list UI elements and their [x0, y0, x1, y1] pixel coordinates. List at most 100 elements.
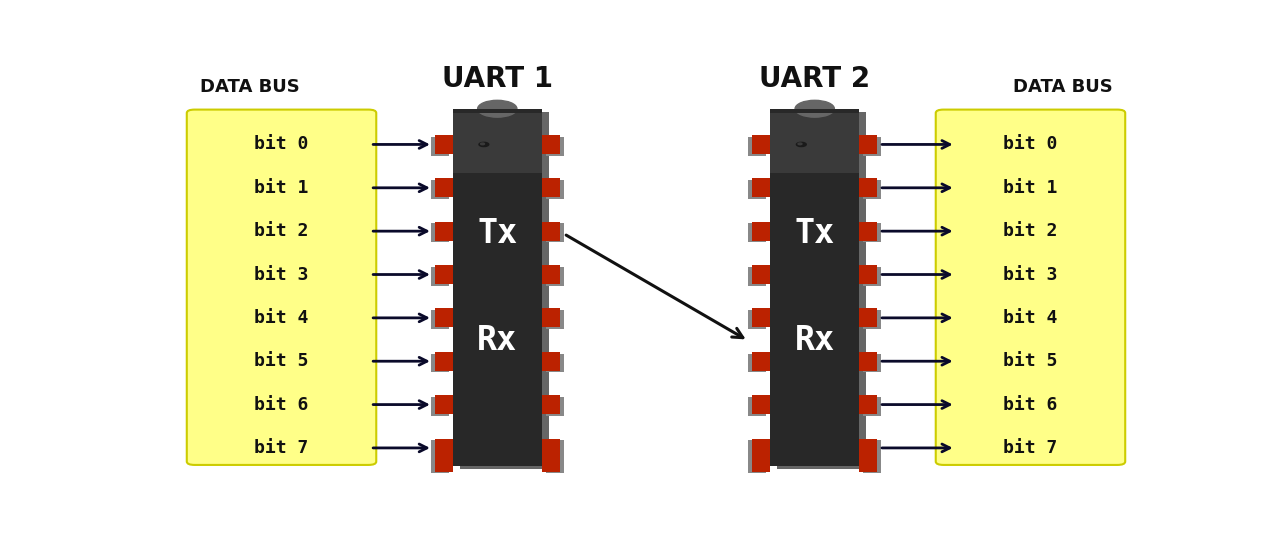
Bar	[545, 440, 563, 459]
Bar	[545, 454, 563, 473]
Bar	[541, 453, 559, 471]
Text: Tx: Tx	[477, 217, 517, 250]
Circle shape	[797, 143, 803, 145]
Bar	[863, 440, 881, 459]
Bar	[753, 178, 771, 197]
Bar	[453, 109, 541, 466]
FancyBboxPatch shape	[187, 110, 376, 465]
Bar	[431, 224, 449, 242]
Bar	[431, 137, 449, 156]
Bar	[771, 109, 859, 466]
Circle shape	[479, 142, 489, 146]
Bar	[541, 438, 559, 457]
Bar	[435, 135, 453, 154]
Text: bit 5: bit 5	[255, 352, 308, 370]
Text: bit 3: bit 3	[255, 266, 308, 284]
FancyBboxPatch shape	[936, 110, 1125, 465]
Text: bit 5: bit 5	[1004, 352, 1057, 370]
Bar	[771, 109, 859, 113]
Bar	[863, 353, 881, 372]
Bar	[431, 180, 449, 199]
Text: Rx: Rx	[795, 325, 835, 357]
Bar	[753, 135, 771, 154]
Text: bit 2: bit 2	[1004, 222, 1057, 240]
Bar	[749, 180, 767, 199]
Bar	[859, 453, 877, 471]
Text: Rx: Rx	[477, 325, 517, 357]
Bar	[753, 352, 771, 370]
Bar	[753, 395, 771, 414]
Bar	[863, 180, 881, 199]
Circle shape	[796, 142, 806, 146]
Bar	[753, 453, 771, 471]
Bar	[859, 135, 877, 154]
Bar	[859, 178, 877, 197]
Text: bit 4: bit 4	[1004, 309, 1057, 327]
Bar	[431, 310, 449, 329]
Bar	[859, 438, 877, 457]
Bar	[541, 309, 559, 327]
Bar	[431, 267, 449, 285]
Bar	[859, 352, 877, 370]
Bar	[749, 137, 767, 156]
Bar	[863, 310, 881, 329]
Bar	[541, 352, 559, 370]
Bar	[541, 222, 559, 241]
Bar	[749, 440, 767, 459]
Text: DATA BUS: DATA BUS	[200, 78, 300, 97]
Bar	[435, 178, 453, 197]
Bar	[749, 454, 767, 473]
Bar	[753, 438, 771, 457]
Bar	[753, 309, 771, 327]
Bar	[863, 267, 881, 285]
Bar	[545, 267, 563, 285]
Circle shape	[480, 143, 485, 145]
Bar	[431, 454, 449, 473]
Bar	[859, 265, 877, 284]
Bar	[435, 453, 453, 471]
Text: bit 0: bit 0	[255, 135, 308, 153]
Bar	[863, 397, 881, 416]
Text: UART 2: UART 2	[759, 65, 870, 93]
Text: bit 0: bit 0	[1004, 135, 1057, 153]
Bar	[545, 397, 563, 416]
Bar	[460, 112, 549, 469]
Bar	[435, 309, 453, 327]
Bar	[545, 224, 563, 242]
Bar	[863, 454, 881, 473]
Bar	[541, 135, 559, 154]
Text: bit 1: bit 1	[255, 179, 308, 197]
Bar	[545, 137, 563, 156]
Bar	[749, 397, 767, 416]
Bar	[453, 109, 541, 173]
Bar	[431, 440, 449, 459]
Circle shape	[795, 100, 835, 117]
Bar	[545, 353, 563, 372]
Bar	[435, 222, 453, 241]
Bar	[777, 112, 867, 469]
Bar	[435, 438, 453, 457]
Text: UART 1: UART 1	[442, 65, 553, 93]
Bar	[859, 395, 877, 414]
Circle shape	[477, 100, 517, 117]
Bar	[753, 265, 771, 284]
Bar	[435, 395, 453, 414]
Text: DATA BUS: DATA BUS	[1012, 78, 1112, 97]
Bar	[541, 265, 559, 284]
Bar	[859, 309, 877, 327]
Bar	[541, 178, 559, 197]
Bar	[863, 137, 881, 156]
Bar	[753, 222, 771, 241]
Bar	[749, 267, 767, 285]
Bar	[859, 222, 877, 241]
Bar	[435, 265, 453, 284]
Bar	[749, 310, 767, 329]
Text: bit 4: bit 4	[255, 309, 308, 327]
Bar	[771, 109, 859, 173]
Bar	[749, 353, 767, 372]
Text: bit 6: bit 6	[1004, 396, 1057, 413]
Text: bit 3: bit 3	[1004, 266, 1057, 284]
Text: bit 7: bit 7	[1004, 439, 1057, 457]
Bar	[541, 395, 559, 414]
Bar	[431, 353, 449, 372]
